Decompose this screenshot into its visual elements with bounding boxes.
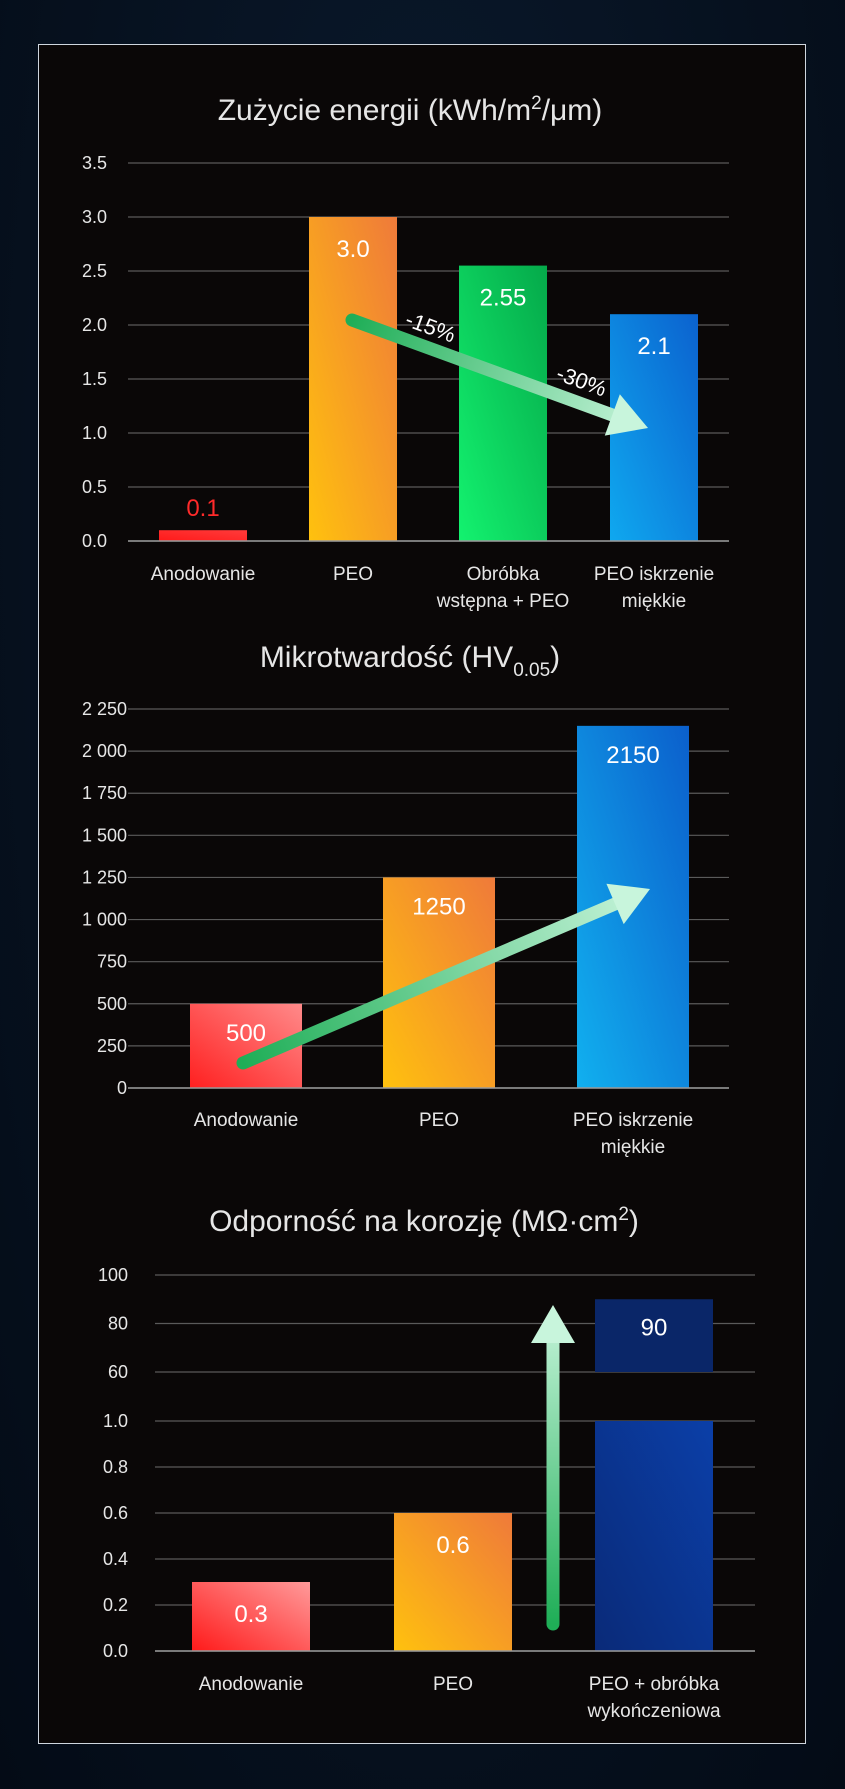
chart3-trend-arrow-head [531,1305,575,1343]
chart2-tick-label: 250 [97,1036,127,1056]
chart2-category-label: PEO [419,1110,459,1131]
chart1-category-label: miękkie [622,591,686,612]
chart2-value-label: 1250 [412,893,465,920]
chart1-category-label: Anodowanie [151,564,256,585]
chart3-bar [394,1513,512,1651]
chart1-trend-arrow-head [604,394,648,436]
chart1-category-label: PEO iskrzenie [594,564,714,585]
chart1-value-label: 2.1 [637,333,670,360]
chart3-lower-tick-label: 0.6 [103,1503,128,1523]
title-main: Mikrotwardość (HV [260,641,513,674]
chart2-title: Mikrotwardość (HV0.05) [260,641,560,681]
chart2-tick-label: 1 250 [82,867,127,887]
chart1-bar [309,217,397,541]
chart2-tick-label: 750 [97,952,127,972]
title-subscript: 0.05 [513,660,550,681]
chart3-lower-tick-label: 0.0 [103,1641,128,1661]
chart3-lower-tick-label: 0.2 [103,1595,128,1615]
chart2-tick-label: 1 500 [82,825,127,845]
chart2-category-label: Anodowanie [194,1110,299,1131]
chart1-tick-label: 0.0 [82,531,107,551]
chart2-tick-label: 500 [97,994,127,1014]
chart3-upper-tick-label: 60 [108,1362,128,1382]
chart3-category-label: PEO [433,1674,473,1695]
chart3-lower-tick-label: 0.8 [103,1457,128,1477]
chart3-category-label: wykończeniowa [586,1701,720,1722]
chart1-value-label: 2.55 [480,285,527,312]
chart1-tick-label: 3.5 [82,153,107,173]
chart1-tick-label: 2.5 [82,261,107,281]
chart1-tick-label: 1.5 [82,369,107,389]
chart3-bar [192,1582,310,1651]
chart3-bar-lower-segment [595,1421,713,1651]
chart1-value-label: 3.0 [336,236,369,263]
chart3-value-label: 0.6 [436,1532,469,1559]
chart1-category-label: Obróbka [467,564,540,585]
chart2-tick-label: 1 750 [82,783,127,803]
chart3-title: Odporność na korozję (MΩ·cm2) [209,1204,639,1238]
chart2-tick-label: 2 000 [82,741,127,761]
chart1-category-label: PEO [333,564,373,585]
chart3-category-label: Anodowanie [199,1674,304,1695]
chart2-tick-label: 0 [117,1078,127,1098]
chart3-upper-tick-label: 100 [98,1265,128,1285]
chart3-lower-tick-label: 1.0 [103,1411,128,1431]
title-end: ) [629,1205,639,1238]
title-superscript: 2 [618,1204,629,1225]
chart1-bar [159,530,247,541]
chart2-tick-label: 2 250 [82,699,127,719]
chart3-upper-tick-label: 80 [108,1314,128,1334]
chart2-value-label: 500 [226,1020,266,1047]
chart2-value-label: 2150 [606,742,659,769]
title-superscript: 2 [531,93,542,114]
chart2-tick-label: 1 000 [82,910,127,930]
chart1-value-label: 0.1 [186,495,219,522]
chart1-tick-label: 2.0 [82,315,107,335]
chart1-trend-arrow-shaft [345,313,619,422]
chart2-category-label: miękkie [601,1137,665,1158]
chart3-bar-upper-segment [595,1299,713,1372]
chart3-value-label: 0.3 [234,1601,267,1628]
title-main: Zużycie energii (kWh/m [218,94,531,127]
title-end: ) [550,641,560,674]
chart1-category-label: wstępna + PEO [436,591,570,612]
chart3-category-label: PEO + obróbka [589,1674,720,1695]
chart2-trend-arrow-head [606,883,650,925]
chart1-bar [459,265,547,541]
chart1-tick-label: 3.0 [82,207,107,227]
chart3-lower-tick-label: 0.4 [103,1549,128,1569]
chart1-title: Zużycie energii (kWh/m2/μm) [218,93,603,127]
chart1-tick-label: 1.0 [82,423,107,443]
chart1-tick-label: 0.5 [82,477,107,497]
title-end: /μm) [542,94,603,127]
chart2-category-label: PEO iskrzenie [573,1110,693,1131]
chart2-trend-arrow-shaft [236,897,622,1070]
title-main: Odporność na korozję (MΩ·cm [209,1205,618,1238]
chart3-value-label: 90 [641,1314,668,1341]
